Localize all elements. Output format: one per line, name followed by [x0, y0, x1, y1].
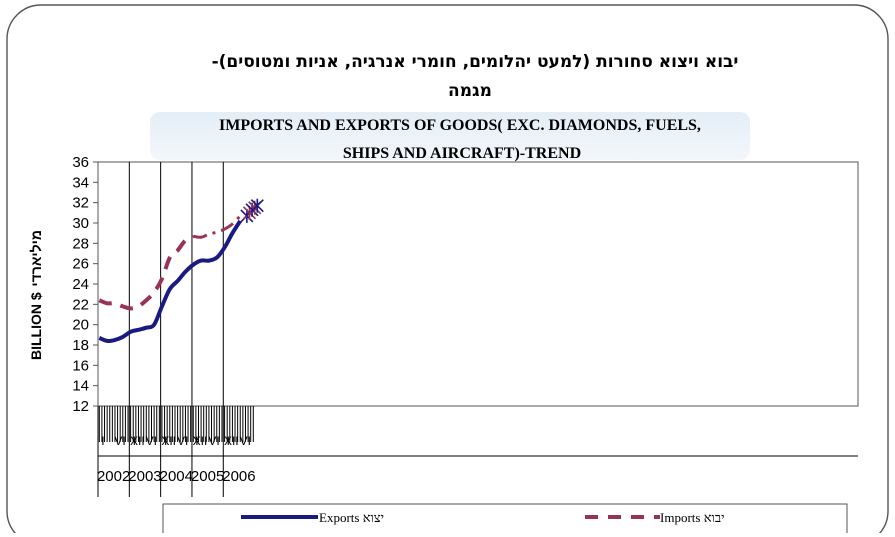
- x-tick-label-year: 2004: [160, 468, 193, 485]
- y-tick-label: 20: [72, 317, 89, 334]
- chart-series: [98, 198, 264, 344]
- x-tick-label-year: 2006: [222, 468, 255, 485]
- month-label: I: [133, 434, 136, 448]
- y-tick-label: 26: [72, 256, 89, 273]
- y-tick-label: 36: [72, 154, 89, 171]
- y-axis-label-english: BILLION $: [28, 292, 44, 360]
- month-label: I: [227, 434, 230, 448]
- series-line-dashed: [98, 234, 195, 311]
- title-glow: [150, 112, 750, 160]
- x-tick-label-year: 2002: [97, 468, 130, 485]
- y-tick-label: 32: [72, 195, 89, 212]
- month-label: I: [195, 434, 198, 448]
- x-tick-label-year: 2003: [128, 468, 161, 485]
- y-tick-label: 30: [72, 215, 89, 232]
- y-axis-label-hebrew: מיליארדי: [28, 230, 44, 287]
- x-tick-label-year: 2005: [191, 468, 224, 485]
- y-tick-label: 18: [72, 337, 89, 354]
- y-tick-label: 34: [72, 174, 89, 191]
- title-hebrew-line1: יבוא ויצוא סחורות (למעט יהלומים, חומרי א…: [212, 52, 739, 72]
- series-line-dash-dot: [193, 214, 242, 239]
- title-hebrew-line2: מגמה: [448, 81, 492, 101]
- legend-box: [162, 503, 848, 537]
- month-label: VI: [114, 434, 125, 448]
- month-label: VI: [208, 434, 219, 448]
- y-tick-label: 24: [72, 276, 89, 293]
- series-line-solid: [98, 219, 242, 344]
- legend-imports-label: Imports יבוא: [660, 510, 725, 525]
- y-axis-ticks: 12 14 16 18 20 22 24 26 28 30 32 34 36: [72, 154, 98, 415]
- y-tick-label: 12: [72, 398, 89, 415]
- y-tick-label: 22: [72, 296, 89, 313]
- star-marker: [250, 198, 264, 213]
- legend: Exports יצוא Imports יבוא: [162, 503, 848, 537]
- legend-exports-label: Exports יצוא: [319, 510, 384, 525]
- month-label: VI: [240, 434, 251, 448]
- month-label: I: [164, 434, 167, 448]
- y-tick-label: 28: [72, 235, 89, 252]
- month-label: I: [101, 434, 104, 448]
- y-tick-label: 14: [72, 378, 89, 395]
- month-label: VI: [146, 434, 157, 448]
- y-tick-label: 16: [72, 357, 89, 374]
- title-english-line2: SHIPS AND AIRCRAFT)-TREND: [343, 145, 581, 162]
- title-english-line1: IMPORTS AND EXPORTS OF GOODS( EXC. DIAMO…: [219, 117, 701, 134]
- month-label: VI: [177, 434, 188, 448]
